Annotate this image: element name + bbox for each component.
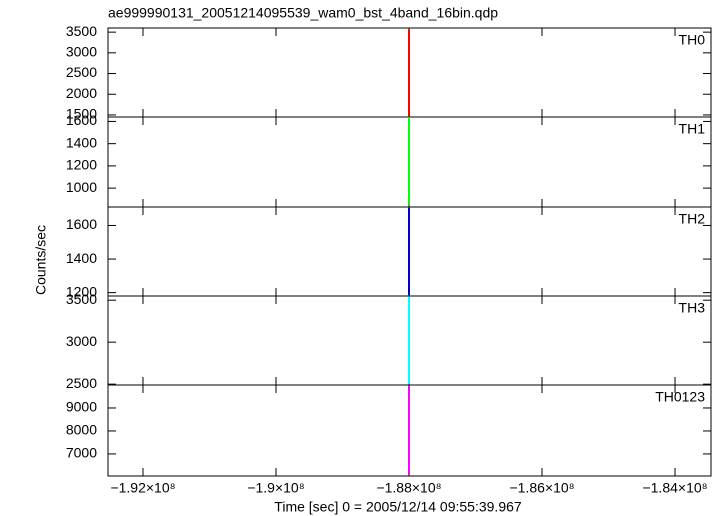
y-tick-label: 1400: [66, 134, 97, 150]
y-tick-label: 1600: [66, 112, 97, 128]
y-tick-label: 2500: [66, 64, 97, 80]
y-tick-label: 1400: [66, 250, 97, 266]
legend-label: TH2: [679, 211, 706, 227]
x-tick-label: −1.92×10⁸: [110, 480, 175, 496]
y-tick-label: 1000: [66, 179, 97, 195]
y-tick-label: 3500: [66, 23, 97, 39]
y-tick-label: 3000: [66, 44, 97, 60]
y-tick-label: 1600: [66, 216, 97, 232]
y-tick-label: 8000: [66, 422, 97, 438]
y-tick-label: 3500: [66, 291, 97, 307]
y-tick-label: 9000: [66, 399, 97, 415]
chart-title: ae999990131_20051214095539_wam0_bst_4ban…: [108, 5, 498, 21]
y-tick-label: 1200: [66, 157, 97, 173]
y-tick-label: 7000: [66, 445, 97, 461]
x-tick-label: −1.86×10⁸: [509, 480, 574, 496]
x-tick-label: −1.88×10⁸: [376, 480, 441, 496]
y-tick-label: 2000: [66, 85, 97, 101]
legend-label: TH1: [679, 121, 706, 137]
x-axis-label: Time [sec] 0 = 2005/12/14 09:55:39.967: [274, 499, 522, 515]
x-tick-label: −1.9×10⁸: [247, 480, 304, 496]
y-axis-label: Counts/sec: [33, 225, 49, 295]
x-tick-label: −1.84×10⁸: [642, 480, 707, 496]
y-tick-label: 2500: [66, 375, 97, 391]
legend-label: TH0123: [655, 389, 705, 405]
y-tick-label: 1500: [66, 106, 97, 122]
legend-label: TH3: [679, 300, 706, 316]
y-tick-label: 1200: [66, 283, 97, 299]
legend-label: TH0: [679, 32, 706, 48]
y-tick-label: 3000: [66, 333, 97, 349]
